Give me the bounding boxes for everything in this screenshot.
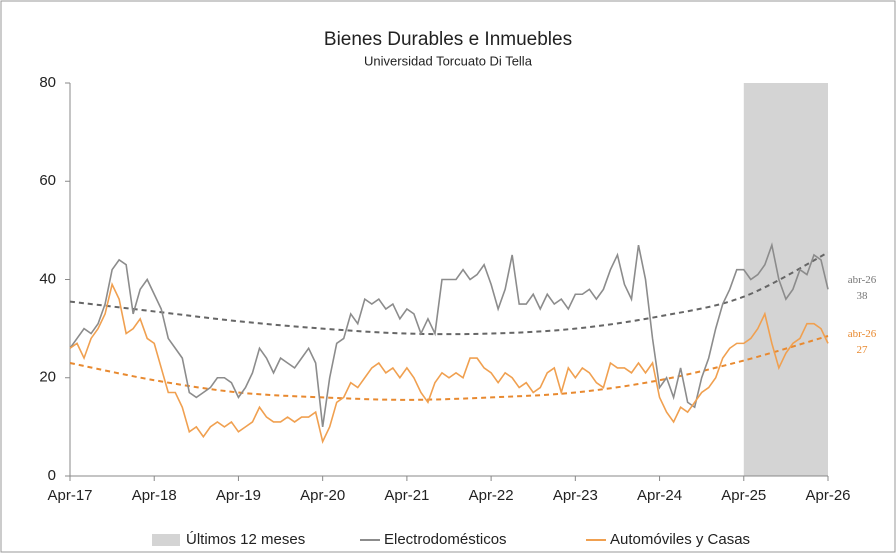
y-tick-label: 80 [39, 74, 56, 91]
y-tick-label: 20 [39, 369, 56, 386]
data-line [69, 282, 829, 445]
trend-line [69, 335, 829, 401]
legend-label: Últimos 12 meses [186, 531, 305, 548]
chart-title: Bienes Durables e Inmuebles [324, 29, 572, 50]
trend-line [69, 251, 829, 336]
x-tick-label: Apr-20 [300, 487, 345, 504]
x-tick-label: Apr-23 [553, 487, 598, 504]
legend-label: Electrodomésticos [384, 531, 507, 548]
data-line [69, 242, 829, 427]
x-tick-label: Apr-25 [721, 487, 766, 504]
x-tick-label: Apr-26 [805, 487, 850, 504]
annotation-value: 27 [857, 344, 869, 356]
highlight-band [743, 83, 828, 476]
x-tick-label: Apr-21 [384, 487, 429, 504]
y-tick-label: 0 [48, 467, 56, 484]
x-tick-label: Apr-24 [637, 487, 682, 504]
annotation-label: abr-26 [848, 328, 877, 340]
x-tick-label: Apr-19 [216, 487, 261, 504]
chart-subtitle: Universidad Torcuato Di Tella [364, 53, 533, 68]
legend-label: Automóviles y Casas [610, 531, 750, 548]
legend-swatch [152, 534, 180, 546]
x-tick-label: Apr-22 [469, 487, 514, 504]
y-tick-label: 60 [39, 172, 56, 189]
x-tick-label: Apr-18 [132, 487, 177, 504]
annotation-value: 38 [857, 290, 869, 302]
y-tick-label: 40 [39, 270, 56, 287]
x-tick-label: Apr-17 [47, 487, 92, 504]
annotation-label: abr-26 [848, 274, 877, 286]
